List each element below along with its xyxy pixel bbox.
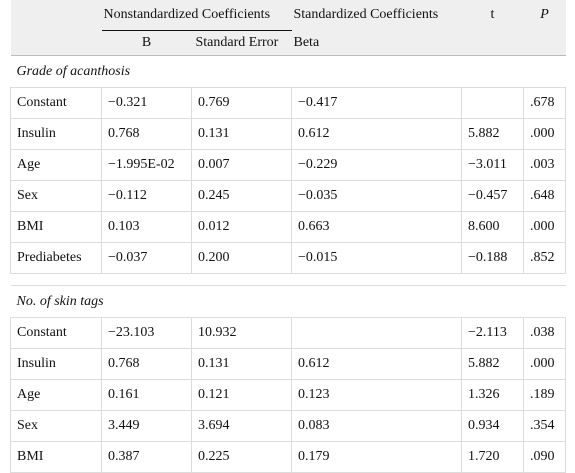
data-row: BMI 0.387 0.225 0.179 1.720.090 (10, 441, 566, 473)
data-row: Sex −0.112 0.245 −0.035 −0.457.648 (10, 180, 566, 212)
cell: 5.882 (461, 348, 524, 380)
data-row: Constant −23.103 10.932 −2.113.038 (10, 317, 566, 349)
section-title: Grade of acanthosis (10, 55, 566, 88)
coefficients-table: Nonstandardized Coefficients Standardize… (10, 0, 566, 473)
cell: −0.417 (291, 87, 462, 119)
cell: −1.995E-02 (101, 149, 192, 181)
cell: 0.123 (291, 379, 462, 411)
data-row: Prediabetes −0.037 0.200 −0.015 −0.188.852 (10, 242, 566, 274)
section-title: No. of skin tags (10, 285, 566, 318)
column-header: t (461, 0, 524, 31)
data-row: Constant −0.321 0.769 −0.417 .678 (10, 87, 566, 119)
cell: 3.449 (101, 410, 192, 442)
column-header: P (523, 0, 566, 31)
column-header: B (101, 30, 192, 56)
data-row: BMI 0.103 0.012 0.663 8.600.000 (10, 211, 566, 243)
data-row: Age −1.995E-02 0.007 −0.229 −3.011.003 (10, 149, 566, 181)
cell: 0.007 (191, 149, 292, 181)
cell: −0.035 (291, 180, 462, 212)
section-row: No. of skin tags (10, 285, 566, 318)
cell: .354 (523, 410, 566, 442)
column-header: Beta (291, 30, 462, 56)
cell: 0.225 (191, 441, 292, 473)
cell: 0.612 (291, 118, 462, 150)
cell: 0.387 (101, 441, 192, 473)
cell: 0.934 (461, 410, 524, 442)
cell: .852 (523, 242, 566, 274)
row-label: Age (10, 149, 102, 181)
cell: 0.121 (191, 379, 292, 411)
row-label: Insulin (10, 118, 102, 150)
cell: −3.011 (461, 149, 524, 181)
data-row: Insulin 0.768 0.131 0.612 5.882.000 (10, 348, 566, 380)
cell: 0.131 (191, 118, 292, 150)
row-label: BMI (10, 211, 102, 243)
cell: 5.882 (461, 118, 524, 150)
cell: 0.161 (101, 379, 192, 411)
cell: 0.012 (191, 211, 292, 243)
column-header: Standard Error (191, 30, 292, 56)
cell: 0.131 (191, 348, 292, 380)
cell: .648 (523, 180, 566, 212)
cell: −0.188 (461, 242, 524, 274)
cell: 0.200 (191, 242, 292, 274)
spacer (10, 273, 566, 286)
group-header: Nonstandardized Coefficients (101, 0, 292, 31)
cell: −0.457 (461, 180, 524, 212)
cell: .000 (523, 348, 566, 380)
cell: 0.103 (101, 211, 192, 243)
row-label: Age (10, 379, 102, 411)
row-label: Insulin (10, 348, 102, 380)
row-label: Sex (10, 180, 102, 212)
cell: −0.112 (101, 180, 192, 212)
cell: 0.083 (291, 410, 462, 442)
cell: 0.612 (291, 348, 462, 380)
row-label: Constant (10, 317, 102, 349)
cell: 1.326 (461, 379, 524, 411)
row-label: Prediabetes (10, 242, 102, 274)
cell (461, 87, 524, 119)
cell: 0.245 (191, 180, 292, 212)
cell: 0.768 (101, 118, 192, 150)
cell: 0.768 (101, 348, 192, 380)
cell: .000 (523, 118, 566, 150)
spacer-cell (10, 273, 566, 286)
cell: −2.113 (461, 317, 524, 349)
cell: 0.179 (291, 441, 462, 473)
cell: −0.229 (291, 149, 462, 181)
group-header: Standardized Coefficients (291, 0, 462, 31)
cell: 0.663 (291, 211, 462, 243)
cell: −0.037 (101, 242, 192, 274)
section-row: Grade of acanthosis (10, 55, 566, 88)
cell (291, 317, 462, 349)
cell: .189 (523, 379, 566, 411)
data-row: Sex 3.449 3.694 0.083 0.934.354 (10, 410, 566, 442)
cell: .003 (523, 149, 566, 181)
cell: −23.103 (101, 317, 192, 349)
cell: 10.932 (191, 317, 292, 349)
cell: −0.015 (291, 242, 462, 274)
row-label: BMI (10, 441, 102, 473)
cell: 0.769 (191, 87, 292, 119)
cell: −0.321 (101, 87, 192, 119)
cell: .000 (523, 211, 566, 243)
cell: 1.720 (461, 441, 524, 473)
cell: .090 (523, 441, 566, 473)
cell: 8.600 (461, 211, 524, 243)
cell: .038 (523, 317, 566, 349)
data-row: Age 0.161 0.121 0.123 1.326.189 (10, 379, 566, 411)
data-row: Insulin 0.768 0.131 0.612 5.882.000 (10, 118, 566, 150)
row-label: Constant (10, 87, 102, 119)
row-label: Sex (10, 410, 102, 442)
cell: .678 (523, 87, 566, 119)
cell: 3.694 (191, 410, 292, 442)
